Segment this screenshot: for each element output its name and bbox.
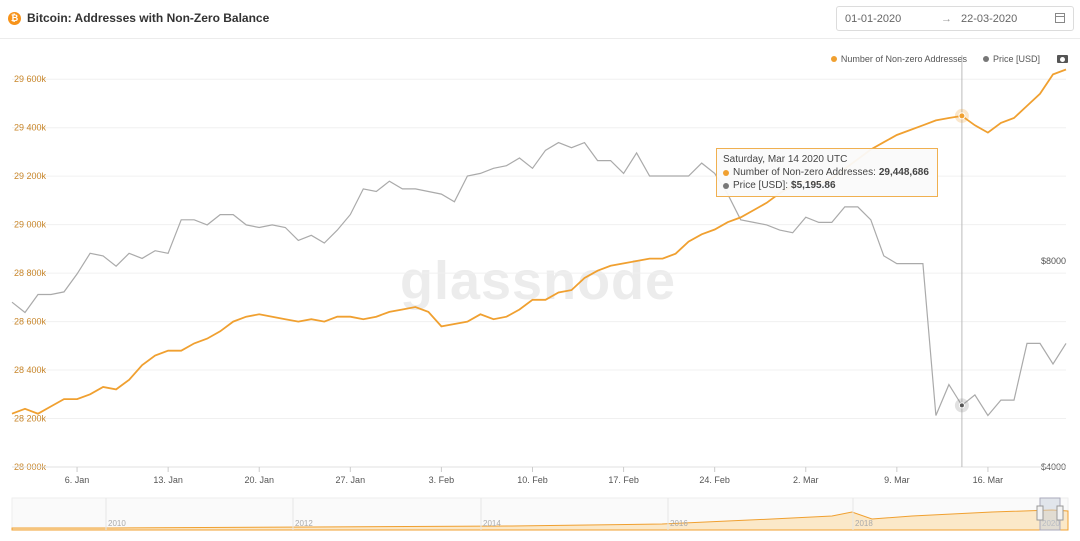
tooltip-price-value: $5,195.86 — [791, 180, 836, 191]
tooltip-date: Saturday, Mar 14 2020 UTC — [723, 154, 848, 165]
tooltip-dot-addresses — [723, 169, 729, 176]
page-title: Bitcoin: Addresses with Non-Zero Balance — [27, 11, 270, 25]
date-start[interactable]: 01-01-2020 — [845, 13, 902, 25]
y-left-tick-label: 29 600k — [14, 74, 47, 84]
tooltip-row-addresses: Number of Non-zero Addresses: 29,448,686 — [723, 166, 931, 179]
legend-dot-addresses — [830, 56, 837, 62]
arrow-right-icon: → — [941, 13, 952, 25]
x-tick-label: 9. Mar — [884, 475, 910, 485]
x-tick-label: 2. Mar — [793, 475, 819, 485]
y-left-tick-label: 29 000k — [14, 220, 47, 230]
navigator-tick-label: 2012 — [295, 519, 313, 528]
bitcoin-icon: ₿ — [8, 11, 21, 25]
x-tick-label: 16. Mar — [973, 475, 1004, 485]
navigator-handle-left[interactable] — [1036, 505, 1044, 521]
y-left-tick-label: 29 200k — [14, 171, 47, 181]
grid — [12, 78, 1066, 468]
legend-label-price: Price [USD] — [992, 54, 1040, 64]
series-line-price — [11, 141, 1067, 417]
navigator[interactable]: 201020122014201620182020 — [11, 497, 1069, 531]
tooltip-row-price: Price [USD]: $5,195.86 — [723, 179, 931, 192]
legend-item-addresses[interactable]: Number of Non-zero Addresses — [830, 54, 967, 64]
series-points — [11, 69, 1067, 416]
date-end[interactable]: 22-03-2020 — [961, 13, 1018, 25]
x-tick-label: 27. Jan — [336, 475, 366, 485]
calendar-icon[interactable] — [1055, 13, 1065, 23]
y-left-tick-label: 28 600k — [14, 317, 47, 327]
tooltip-dot-price — [723, 182, 729, 189]
series-line-addresses — [11, 68, 1067, 415]
tooltip-addresses-value: 29,448,686 — [878, 167, 929, 178]
navigator-tick-label: 2016 — [670, 519, 688, 528]
navigator-tick-label: 2010 — [108, 519, 126, 528]
date-range-picker[interactable]: 01-01-2020 → 22-03-2020 — [836, 6, 1074, 31]
y-left-tick-label: 29 400k — [14, 123, 47, 133]
x-tick-label: 24. Feb — [699, 475, 730, 485]
watermark: glassnode — [400, 251, 677, 311]
camera-icon[interactable] — [1057, 55, 1068, 63]
chart-header: ₿ Bitcoin: Addresses with Non-Zero Balan… — [0, 0, 1080, 39]
legend-label-addresses: Number of Non-zero Addresses — [840, 54, 967, 64]
y-left-tick-label: 28 800k — [14, 268, 47, 278]
tooltip-price-label: Price [USD]: — [733, 180, 789, 191]
highlight-point-addresses — [958, 112, 966, 120]
x-tick-label: 13. Jan — [153, 475, 183, 485]
x-axis: 6. Jan 13. Jan 20. Jan 27. Jan 3. Feb 10. Feb… — [12, 466, 1066, 485]
navigator-tick-label: 2014 — [483, 519, 501, 528]
tooltip-addresses-label: Number of Non-zero Addresses: — [733, 167, 876, 178]
x-tick-label: 10. Feb — [517, 475, 548, 485]
highlight-point-price — [958, 402, 965, 409]
x-tick-label: 3. Feb — [429, 475, 455, 485]
navigator-tick-label: 2018 — [855, 519, 873, 528]
chart-legend: Number of Non-zero Addresses Price [USD] — [830, 54, 1040, 64]
tooltip: Saturday, Mar 14 2020 UTC Number of Non-… — [716, 148, 938, 197]
navigator-handle-right[interactable] — [1056, 505, 1064, 521]
highlight-markers — [954, 108, 969, 413]
y-left-tick-label: 28 200k — [14, 414, 47, 424]
x-tick-label: 17. Feb — [608, 475, 639, 485]
legend-item-price[interactable]: Price [USD] — [982, 54, 1040, 64]
y-left-tick-label: 28 400k — [14, 365, 47, 375]
title-wrap: ₿ Bitcoin: Addresses with Non-Zero Balan… — [8, 11, 269, 25]
legend-dot-price — [982, 56, 989, 62]
y-right-tick-label: $8000 — [1041, 256, 1066, 266]
x-tick-label: 6. Jan — [65, 475, 90, 485]
x-tick-label: 20. Jan — [244, 475, 274, 485]
